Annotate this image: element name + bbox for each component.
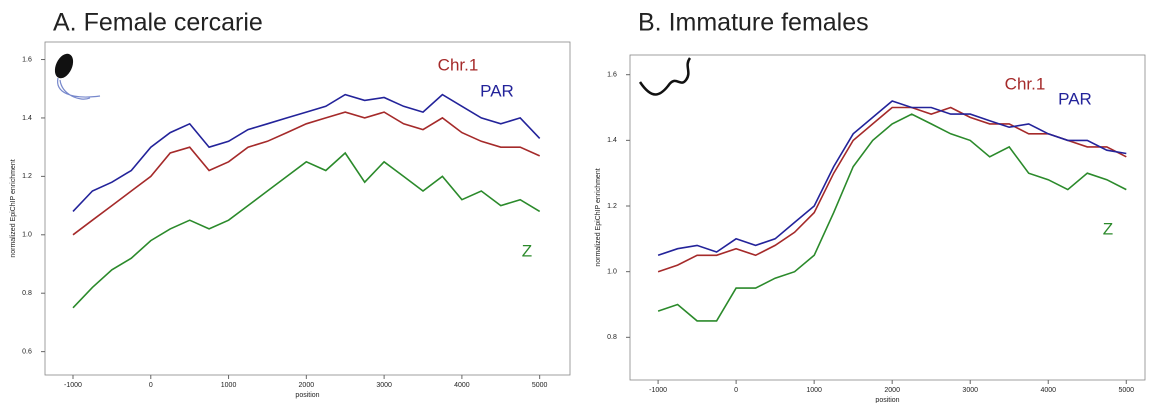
- y-tick-label: 1.2: [607, 203, 617, 210]
- series-label: PAR: [480, 81, 514, 100]
- series-label: Chr.1: [1005, 74, 1046, 93]
- series-line: [657, 100, 1127, 257]
- cercaria-icon: [54, 53, 101, 100]
- x-tick-label: 2000: [299, 382, 315, 389]
- x-tick-label: 4000: [454, 382, 470, 389]
- y-tick-label: 1.2: [22, 173, 32, 180]
- x-tick-label: 0: [734, 387, 738, 394]
- y-tick-label: 0.8: [607, 334, 617, 341]
- x-tick-label: 4000: [1040, 387, 1056, 394]
- y-tick-label: 1.4: [607, 137, 617, 144]
- x-tick-label: 3000: [962, 387, 978, 394]
- series-line: [72, 111, 541, 236]
- y-tick-label: 1.6: [607, 72, 617, 79]
- x-tick-label: 2000: [884, 387, 900, 394]
- panel: A. Female cercarie 0.6 0.8 1.0 1.2 1.4 1.6 -100…: [10, 9, 571, 399]
- y-axis-label: normalized EpiChIP enrichment: [595, 168, 602, 266]
- plot-frame: [44, 41, 571, 376]
- series-line: [72, 93, 541, 212]
- x-tick-label: 5000: [1118, 387, 1134, 394]
- x-tick-label: -1000: [64, 382, 82, 389]
- x-tick-label: 5000: [532, 382, 548, 389]
- series-line: [72, 151, 541, 309]
- y-tick-label: 1.0: [22, 232, 32, 239]
- series-label: Z: [522, 241, 532, 260]
- x-tick-label: 0: [149, 382, 153, 389]
- x-tick-label: -1000: [649, 387, 667, 394]
- x-tick-label: 3000: [376, 382, 392, 389]
- series-label: PAR: [1058, 89, 1092, 108]
- chart-title: A. Female cercarie: [53, 9, 263, 37]
- y-tick-label: 0.6: [22, 348, 32, 355]
- y-axis-label: normalized EpiChIP enrichment: [10, 159, 17, 257]
- plot-frame: [629, 54, 1146, 381]
- x-axis-label: position: [875, 397, 899, 403]
- series-label: Z: [1103, 219, 1113, 238]
- series-label: Chr.1: [438, 55, 479, 74]
- x-tick-label: 1000: [806, 387, 822, 394]
- x-tick-label: 1000: [221, 382, 237, 389]
- series-line: [657, 113, 1127, 322]
- y-tick-label: 1.0: [607, 269, 617, 276]
- worm-icon: [638, 57, 692, 96]
- chart-title: B. Immature females: [638, 9, 869, 37]
- series-line: [657, 106, 1127, 273]
- x-axis-label: position: [295, 392, 319, 399]
- y-tick-label: 1.6: [22, 56, 32, 63]
- y-tick-label: 1.4: [22, 115, 32, 122]
- panel: B. Immature females 0.8 1.0 1.2 1.4 1.6 -1000 0…: [595, 9, 1146, 403]
- y-tick-label: 0.8: [22, 290, 32, 297]
